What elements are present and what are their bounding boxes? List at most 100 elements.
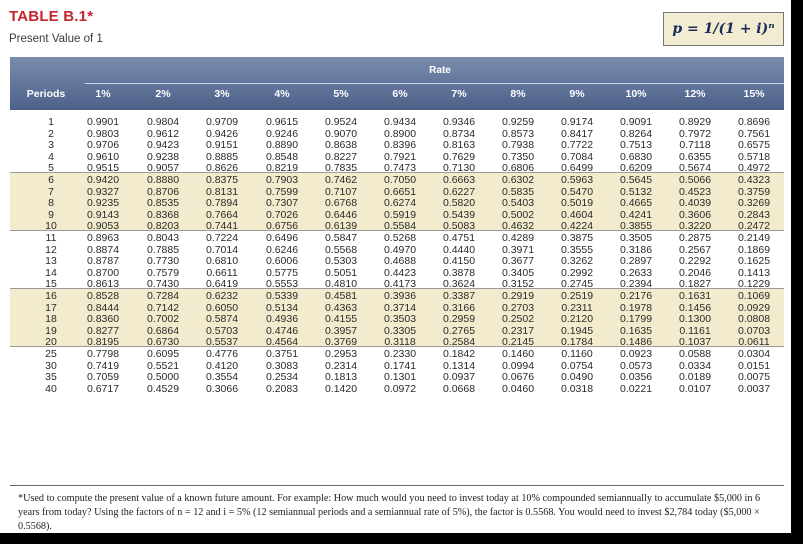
period-cell: 12 — [45, 243, 57, 256]
column-header: 6% — [392, 88, 408, 100]
value-cell: 0.5568 — [324, 243, 358, 256]
value-cell: 0.2317 — [501, 324, 535, 337]
value-cell: 0.4155 — [324, 313, 358, 326]
value-cell: 0.2083 — [265, 382, 299, 395]
value-cell: 0.6095 — [146, 348, 180, 360]
value-cell: 0.7014 — [205, 243, 239, 256]
value-cell: 0.3769 — [324, 336, 358, 349]
value-cell: 0.6006 — [265, 255, 299, 268]
value-cell: 0.3936 — [383, 290, 417, 302]
value-cell: 0.6575 — [737, 139, 771, 152]
value-cell: 0.1784 — [560, 336, 594, 349]
row-band — [10, 114, 784, 172]
value-cell: 0.6246 — [265, 243, 299, 256]
table-row: 19 0.8277 0.6864 0.5703 0.4746 0.3957 0.3305 0.… — [10, 325, 784, 337]
value-cell: 0.0611 — [738, 336, 770, 349]
value-cell: 0.0304 — [737, 348, 771, 360]
value-cell: 0.1420 — [324, 382, 358, 395]
value-cell: 0.8375 — [205, 174, 239, 186]
value-cell: 0.5553 — [265, 278, 299, 291]
value-cell: 0.7462 — [324, 174, 358, 186]
value-cell: 0.0808 — [737, 313, 771, 326]
value-cell: 0.4323 — [737, 174, 771, 186]
row-band — [10, 346, 784, 393]
value-cell: 0.9091 — [619, 116, 653, 128]
value-cell: 0.3186 — [619, 243, 653, 256]
table-row: 11 0.8963 0.8043 0.7224 0.6496 0.5847 0.5268 0.… — [10, 232, 784, 244]
value-cell: 0.6227 — [442, 185, 476, 198]
value-cell: 0.9246 — [265, 127, 299, 140]
value-cell: 0.1813 — [324, 371, 358, 384]
value-cell: 0.2519 — [560, 290, 594, 302]
value-cell: 0.3875 — [560, 232, 594, 244]
table-row: 18 0.8360 0.7002 0.5874 0.4936 0.4155 0.3503 0.… — [10, 313, 784, 325]
value-cell: 0.7473 — [383, 162, 417, 175]
value-cell: 0.7026 — [265, 208, 299, 221]
value-cell: 0.9901 — [86, 116, 120, 128]
value-cell: 0.5002 — [501, 208, 535, 221]
column-header: 5% — [333, 88, 349, 100]
table-row: 17 0.8444 0.7142 0.6050 0.5134 0.4363 0.3714 0.… — [10, 302, 784, 314]
value-cell: 0.7224 — [205, 232, 239, 244]
value-cell: 0.8360 — [86, 313, 120, 326]
value-cell: 0.3855 — [619, 220, 653, 233]
column-header: 3% — [214, 88, 230, 100]
value-cell: 0.4241 — [619, 208, 653, 221]
column-header: 15% — [743, 88, 765, 100]
group-divider — [10, 346, 784, 347]
value-cell: 0.7722 — [560, 139, 594, 152]
value-cell: 0.9803 — [86, 127, 120, 140]
value-cell: 0.7118 — [679, 139, 711, 152]
value-cell: 0.4632 — [501, 220, 535, 233]
value-cell: 0.7130 — [442, 162, 476, 175]
value-cell: 0.8219 — [265, 162, 299, 175]
period-cell: 13 — [45, 255, 57, 268]
value-cell: 0.1037 — [678, 336, 712, 349]
value-cell: 0.5703 — [205, 324, 239, 337]
value-cell: 0.6717 — [86, 382, 120, 395]
value-cell: 0.8043 — [146, 232, 180, 244]
table-row: 20 0.8195 0.6730 0.5537 0.4564 0.3769 0.3118 0.… — [10, 336, 784, 348]
column-header: 8% — [510, 88, 526, 100]
value-cell: 0.1314 — [442, 359, 476, 372]
value-cell: 0.9174 — [560, 116, 594, 128]
period-cell: 17 — [45, 301, 57, 314]
table-row: 7 0.9327 0.8706 0.8131 0.7599 0.7107 0.6651 0.6… — [10, 186, 784, 198]
value-cell: 0.7903 — [265, 174, 299, 186]
value-cell: 0.7142 — [146, 301, 180, 314]
value-cell: 0.2875 — [678, 232, 712, 244]
table-title: TABLE B.1* — [9, 8, 94, 25]
value-cell: 0.2534 — [265, 371, 299, 384]
value-cell: 0.2149 — [737, 232, 771, 244]
value-cell: 0.9515 — [86, 162, 120, 175]
value-cell: 0.4150 — [442, 255, 476, 268]
value-cell: 0.1842 — [442, 348, 476, 360]
value-cell: 0.8163 — [442, 139, 476, 152]
period-cell: 19 — [45, 324, 57, 337]
value-cell: 0.0075 — [737, 371, 771, 384]
value-cell: 0.4665 — [619, 197, 653, 210]
value-cell: 0.4224 — [560, 220, 594, 233]
value-cell: 0.3554 — [205, 371, 239, 384]
value-cell: 0.4810 — [324, 278, 358, 291]
value-cell: 0.2953 — [324, 348, 358, 360]
value-cell: 0.3878 — [442, 266, 476, 279]
value-cell: 0.8417 — [560, 127, 594, 140]
value-cell: 0.2311 — [561, 301, 593, 314]
row-band — [10, 230, 784, 288]
value-cell: 0.1300 — [678, 313, 712, 326]
value-cell: 0.0703 — [737, 324, 771, 337]
value-cell: 0.8277 — [86, 324, 120, 337]
value-cell: 0.2502 — [501, 313, 535, 326]
value-cell: 0.7938 — [501, 139, 535, 152]
value-cell: 0.6139 — [324, 220, 358, 233]
value-cell: 0.6419 — [205, 278, 239, 291]
value-cell: 0.4363 — [324, 301, 358, 314]
period-cell: 3 — [48, 139, 54, 152]
period-cell: 1 — [48, 116, 54, 128]
value-cell: 0.8548 — [265, 150, 299, 163]
value-cell: 0.7284 — [146, 290, 180, 302]
table-row: 3 0.9706 0.9423 0.9151 0.8890 0.8638 0.8396 0.8… — [10, 139, 784, 151]
value-cell: 0.8396 — [383, 139, 417, 152]
value-cell: 0.9423 — [146, 139, 180, 152]
